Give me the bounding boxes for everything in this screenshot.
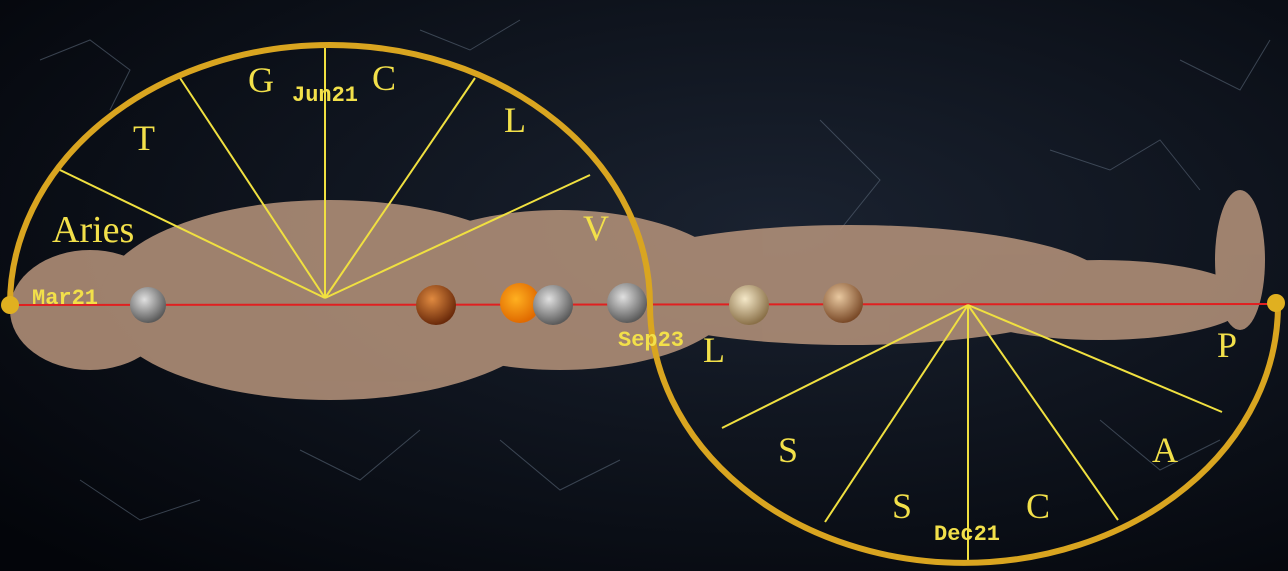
sign-label: T <box>133 118 155 158</box>
sign-label: C <box>1026 486 1050 526</box>
sign-label: C <box>372 58 396 98</box>
date-label: Sep23 <box>618 328 684 353</box>
sign-label: L <box>703 330 725 370</box>
sign-label: A <box>1152 430 1178 470</box>
illustration: Aries T G C L V L S S C A P Mar21 Jun21 Sep23 Dec21 <box>0 0 1288 571</box>
end-dot <box>1267 294 1285 312</box>
sign-label: G <box>248 60 274 100</box>
sign-label: P <box>1217 325 1237 365</box>
sign-label: Aries <box>52 209 134 251</box>
sign-label: S <box>778 430 798 470</box>
sign-label: L <box>504 100 526 140</box>
sign-label: S <box>892 486 912 526</box>
end-dot <box>1 296 19 314</box>
sign-label: V <box>583 208 609 248</box>
date-label: Jun21 <box>292 83 358 108</box>
date-label: Mar21 <box>32 286 98 311</box>
date-label: Dec21 <box>934 522 1000 547</box>
